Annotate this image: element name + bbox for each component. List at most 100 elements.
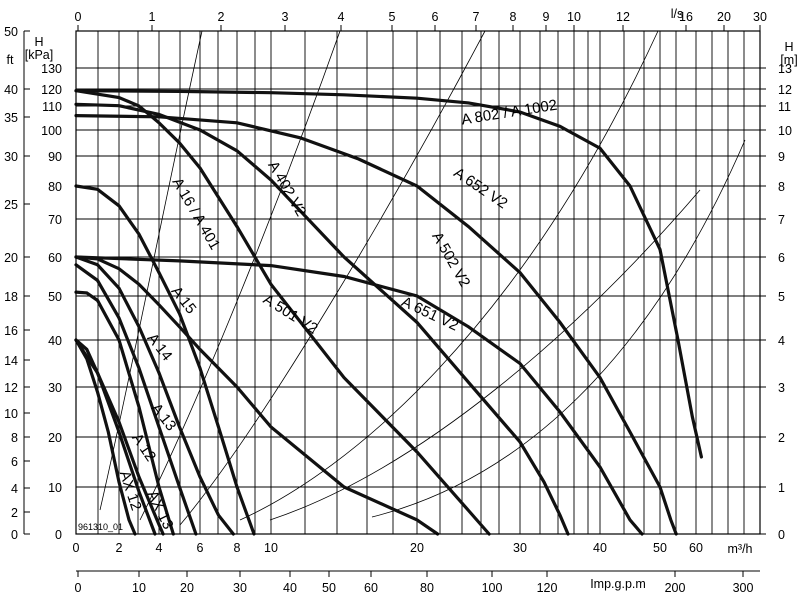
y-kpa-tick: 20	[48, 431, 62, 445]
x-m3h-tick: 8	[234, 541, 241, 555]
y-kpa-tick: 130	[41, 62, 62, 76]
pump-curves	[74, 89, 703, 536]
y-m-tick: 13	[778, 62, 792, 76]
y-kpa-tick: 90	[48, 150, 62, 164]
y-kpa-tick: 120	[41, 83, 62, 97]
y-kpa-tick: 80	[48, 180, 62, 194]
x-ls-tick: 8	[510, 10, 517, 24]
series-line	[74, 255, 235, 536]
x-ls-tick: 30	[753, 10, 767, 24]
x-m3h-tick: 0	[73, 541, 80, 555]
system-curve	[179, 30, 486, 526]
x-igpm-tick: 300	[733, 581, 754, 595]
x-igpm-tick: 30	[233, 581, 247, 595]
series-line	[74, 102, 570, 536]
y-kpa-tick: 70	[48, 213, 62, 227]
y-m-unit: H [m]	[780, 40, 797, 67]
y-m-tick: 10	[778, 124, 792, 138]
system-curve	[269, 189, 701, 521]
series-line	[74, 89, 491, 536]
y-m-tick: 1	[778, 481, 785, 495]
x-igpm-tick: 80	[420, 581, 434, 595]
x-ls-tick: 20	[717, 10, 731, 24]
y-kpa-tick: 50	[48, 290, 62, 304]
y-m-tick: 0	[778, 528, 785, 542]
x-m3h-tick: 60	[689, 541, 703, 555]
series-line	[74, 114, 678, 536]
x-ls-tick: 3	[282, 10, 289, 24]
x-igpm-tick: 20	[180, 581, 194, 595]
y-kpa-tick: 0	[55, 528, 62, 542]
y-kpa-tick: 10	[48, 481, 62, 495]
series-line	[74, 263, 198, 536]
y-ft-tick: 35	[4, 111, 18, 125]
x-igpm-tick: 100	[482, 581, 503, 595]
x-m3h-unit: m³/h	[728, 542, 753, 556]
y-ft-tick: 6	[11, 455, 18, 469]
x-igpm-tick: 40	[283, 581, 297, 595]
y-kpa-tick: 30	[48, 381, 62, 395]
tick-labels: 0102030405060708090100110120130024681012…	[4, 10, 792, 595]
y-ft-tick: 18	[4, 290, 18, 304]
y-ft-tick: 20	[4, 251, 18, 265]
y-kpa-tick: 100	[41, 124, 62, 138]
y-m-tick: 3	[778, 381, 785, 395]
y-m-tick: 12	[778, 83, 792, 97]
x-igpm-tick: 10	[132, 581, 146, 595]
y-kpa-tick: 40	[48, 334, 62, 348]
x-ls-tick: 1	[149, 10, 156, 24]
y-kpa-tick: 110	[42, 100, 62, 114]
plot-frame	[75, 30, 761, 535]
y-kpa-tick: 60	[48, 251, 62, 265]
x-m3h-tick: 40	[593, 541, 607, 555]
y-ft-tick: 50	[4, 25, 18, 39]
y-ft-tick: 14	[4, 354, 18, 368]
x-ls-tick: 0	[75, 10, 82, 24]
x-m3h-tick: 20	[410, 541, 424, 555]
x-m3h-tick: 4	[156, 541, 163, 555]
y-m-tick: 4	[778, 334, 785, 348]
series-line	[74, 290, 175, 536]
x-m3h-tick: 50	[653, 541, 667, 555]
x-igpm-tick: 60	[364, 581, 378, 595]
x-ls-tick: 5	[389, 10, 396, 24]
x-ls-tick: 6	[432, 10, 439, 24]
y-ft-tick: 2	[11, 506, 18, 520]
y-ft-tick: 12	[4, 381, 18, 395]
x-ls-tick: 9	[543, 10, 550, 24]
y-m-tick: 9	[778, 150, 785, 164]
y-ft-tick: 40	[4, 83, 18, 97]
x-igpm-tick: 200	[665, 581, 686, 595]
x-igpm-tick: 120	[537, 581, 558, 595]
series-line	[74, 338, 137, 536]
x-m3h-tick: 30	[513, 541, 527, 555]
x-ls-tick: 16	[679, 10, 693, 24]
x-m3h-tick: 6	[197, 541, 204, 555]
y-ft-tick: 4	[11, 482, 18, 496]
y-ft-tick: 30	[4, 150, 18, 164]
series-line	[74, 89, 703, 459]
x-ls-unit: l/s	[671, 7, 684, 21]
x-ls-tick: 7	[473, 10, 480, 24]
y-ft-tick: 8	[11, 431, 18, 445]
series-line	[74, 338, 157, 536]
y-m-tick: 6	[778, 251, 785, 265]
y-ft-tick: 25	[4, 198, 18, 212]
y-m-tick: 8	[778, 180, 785, 194]
x-ls-tick: 12	[616, 10, 630, 24]
x-ls-tick: 2	[218, 10, 225, 24]
y-ft-tick: 0	[11, 528, 18, 542]
system-curve	[139, 30, 341, 521]
series-line	[74, 255, 644, 536]
x-ls-tick: 10	[567, 10, 581, 24]
y-ft-tick: 16	[4, 324, 18, 338]
series-line	[74, 255, 440, 536]
y-ft-tick: 10	[4, 407, 18, 421]
system-curve	[371, 139, 746, 518]
y-kpa-unit: H [kPa]	[25, 35, 54, 62]
y-m-tick: 11	[778, 100, 791, 114]
y-m-tick: 7	[778, 213, 785, 227]
figure-code: 961310_01	[78, 522, 123, 532]
x-igpm-unit: Imp.g.p.m	[590, 577, 646, 591]
